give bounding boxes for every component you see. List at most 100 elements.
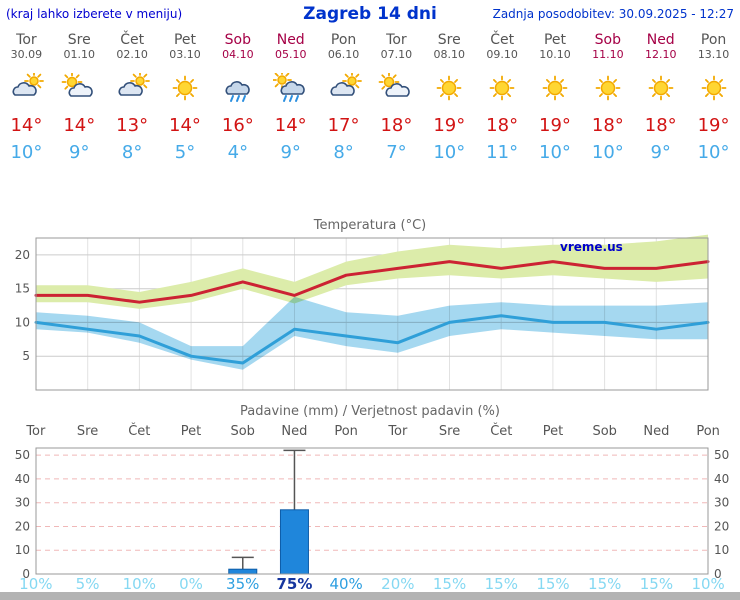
menu-hint: (kraj lahko izberete v meniju) xyxy=(6,7,183,21)
day-name: Sob xyxy=(224,32,252,48)
day-column: Sre 08.10 19° 10° xyxy=(423,32,476,163)
svg-text:10: 10 xyxy=(15,543,30,557)
day-column: Čet 09.10 18° 11° xyxy=(476,32,529,163)
day-date: 05.10 xyxy=(274,48,307,61)
temp-min: 8° xyxy=(121,142,143,163)
temp-min: 10° xyxy=(697,142,730,163)
day-name: Čet xyxy=(490,32,515,48)
mostly-cloudy-icon xyxy=(0,71,53,105)
temp-min: 10° xyxy=(591,142,624,163)
precip-day-label: Sre xyxy=(76,424,99,439)
day-column: Sob 11.10 18° 10° xyxy=(581,32,634,163)
day-date: 12.10 xyxy=(644,48,677,61)
day-name: Tor xyxy=(386,32,407,48)
mostly-cloudy-icon xyxy=(106,71,159,105)
temp-max: 13° xyxy=(116,115,149,136)
temp-max: 19° xyxy=(433,115,466,136)
rain-icon xyxy=(211,73,264,105)
svg-text:30: 30 xyxy=(714,496,729,510)
day-name: Pet xyxy=(543,32,567,48)
precip-day-label: Tor xyxy=(26,424,46,439)
precip-day-label: Pet xyxy=(542,424,564,439)
precip-probability: 15% xyxy=(639,575,674,593)
day-column: Sob 04.10 16° 4° xyxy=(211,32,264,163)
mostly-cloudy-icon xyxy=(317,71,370,105)
sunny-icon xyxy=(581,73,634,105)
day-column: Pet 10.10 19° 10° xyxy=(529,32,582,163)
sunny-icon xyxy=(159,73,212,105)
svg-text:15: 15 xyxy=(15,282,30,296)
day-date: 08.10 xyxy=(433,48,466,61)
day-name: Sob xyxy=(594,32,622,48)
day-column: Ned 12.10 18° 9° xyxy=(634,32,687,163)
precip-probability: 10% xyxy=(122,575,156,593)
temp-min: 8° xyxy=(333,142,354,163)
svg-text:50: 50 xyxy=(15,448,30,462)
precip-probability: 35% xyxy=(226,575,260,593)
precip-day-label: Čet xyxy=(490,424,513,439)
temp-max: 18° xyxy=(644,115,677,136)
precip-day-label: Sre xyxy=(438,424,461,439)
precip-probability: 10% xyxy=(691,575,725,593)
precip-day-label: Sob xyxy=(230,424,255,439)
precip-probability: 5% xyxy=(75,575,100,593)
precip-day-label: Pon xyxy=(334,424,358,439)
temp-max: 18° xyxy=(591,115,624,136)
precip-probability: 20% xyxy=(381,575,415,593)
precip-day-label: Sob xyxy=(592,424,617,439)
svg-text:20: 20 xyxy=(15,520,30,534)
day-date: 01.10 xyxy=(63,48,96,61)
precip-probability: 10% xyxy=(19,575,53,593)
day-column: Pon 06.10 17° 8° xyxy=(317,32,370,163)
temp-max: 19° xyxy=(539,115,571,136)
temp-max: 14° xyxy=(169,115,201,136)
footer-bar xyxy=(0,592,740,600)
sunny-icon xyxy=(476,73,529,105)
day-name: Pon xyxy=(330,32,357,48)
rain-sun-icon xyxy=(264,70,317,105)
temp-min: 5° xyxy=(174,142,196,163)
svg-text:5: 5 xyxy=(22,349,30,363)
precip-probability: 75% xyxy=(276,575,313,593)
svg-text:50: 50 xyxy=(714,448,729,462)
day-date: 04.10 xyxy=(222,48,254,61)
svg-text:40: 40 xyxy=(15,472,30,486)
day-date: 03.10 xyxy=(169,48,201,61)
svg-text:30: 30 xyxy=(15,496,30,510)
day-date: 02.10 xyxy=(116,48,148,61)
day-name: Ned xyxy=(646,32,675,48)
precipitation-chart: 0 0 10 10 20 20 30 30 40 40 50 50 xyxy=(15,447,729,581)
precip-day-label: Čet xyxy=(128,424,151,439)
day-name: Sre xyxy=(67,32,91,48)
precip-probability: 15% xyxy=(484,575,518,593)
svg-text:0: 0 xyxy=(22,567,30,581)
day-name: Ned xyxy=(276,32,305,48)
day-date: 10.10 xyxy=(539,48,571,61)
day-column: Tor 30.09 14° 10° xyxy=(0,32,53,163)
temperature-chart: 5 10 15 20 vreme.us xyxy=(15,234,710,391)
temp-max: 19° xyxy=(697,115,730,136)
partly-cloudy-icon xyxy=(370,71,423,105)
day-date: 30.09 xyxy=(10,48,43,61)
precip-bar xyxy=(279,509,309,575)
temp-min: 4° xyxy=(227,142,249,163)
svg-text:0: 0 xyxy=(714,567,722,581)
last-updated: Zadnja posodobitev: 30.09.2025 - 12:27 xyxy=(492,7,734,21)
temp-min: 10° xyxy=(10,142,43,163)
temp-min: 9° xyxy=(280,142,301,163)
temp-max: 18° xyxy=(380,115,413,136)
day-date: 09.10 xyxy=(486,48,518,61)
day-name: Pon xyxy=(700,32,727,48)
day-date: 06.10 xyxy=(327,48,360,61)
precip-day-label: Tor xyxy=(388,424,408,439)
temp-chart-title: Temperatura (°C) xyxy=(313,218,427,233)
precip-probability: 15% xyxy=(432,575,467,593)
temp-max: 14° xyxy=(274,115,307,136)
precip-probability-row: 10% 5% 10% 0% 35% 75% 40% 20% 15% 15% 15% 15% 15% 10% xyxy=(10,576,734,593)
day-column: Pon 13.10 19° 10° xyxy=(687,32,740,163)
precip-day-label: Ned xyxy=(643,424,670,439)
day-name: Tor xyxy=(16,32,37,48)
forecast-strip: Tor 30.09 14° 10° Sre 01.10 14° 9° Čet 02.10 13° 8°… xyxy=(0,32,740,163)
day-name: Pet xyxy=(173,32,197,48)
